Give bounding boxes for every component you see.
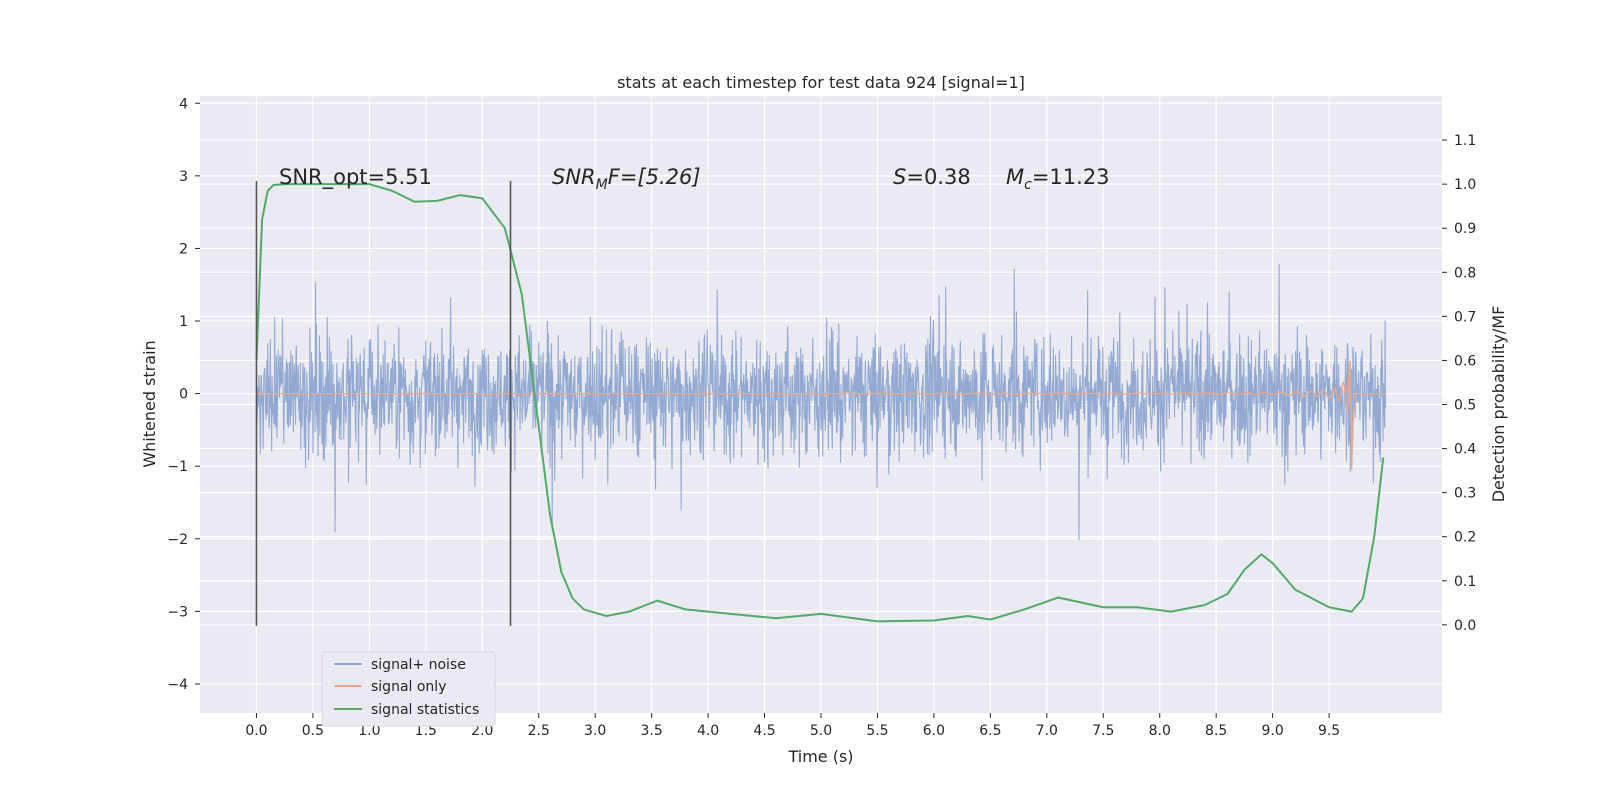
- x-tick-label: 3.0: [584, 723, 606, 739]
- x-tick-label: 7.0: [1036, 723, 1058, 739]
- y-tick-label: 4: [179, 96, 188, 112]
- snr-mf-sub: M: [596, 177, 608, 193]
- legend-label-noise: signal+ noise: [371, 657, 466, 673]
- x-tick-label: 6.0: [923, 723, 945, 739]
- x-axis-label: Time (s): [787, 747, 853, 766]
- y-right-tick-label: 0.6: [1454, 353, 1476, 369]
- x-tick-label: 2.0: [471, 723, 493, 739]
- y-tick-label: 1: [179, 314, 188, 330]
- y-right-tick-label: 0.8: [1454, 265, 1476, 281]
- y-tick-label: −3: [167, 604, 188, 620]
- y-tick-label: −1: [167, 459, 188, 475]
- noise-line: [255, 264, 1387, 541]
- y-ticks-right: 1.1 1.0 0.9 0.8 0.7 0.6 0.5 0.4 0.3 0.2 0.1 0.0: [1442, 133, 1476, 634]
- y-ticks: 4 3 2 1 0 −1 −2 −3 −4: [167, 96, 200, 693]
- y-tick-label: 3: [179, 169, 188, 185]
- vertical-markers: [255, 180, 512, 626]
- x-tick-label: 0.0: [245, 723, 267, 739]
- y-right-tick-label: 0.2: [1454, 530, 1476, 546]
- s-value: =0.38: [906, 165, 970, 189]
- snr-opt-annotation: SNR_opt=5.51: [279, 165, 432, 190]
- x-tick-label: 9.5: [1318, 723, 1340, 739]
- legend-box: [321, 651, 496, 727]
- y-right-tick-label: 0.3: [1454, 486, 1476, 502]
- y-right-tick-label: 0.9: [1454, 221, 1476, 237]
- snr-mf-annotation: SNRMF=[5.26]: [552, 165, 701, 193]
- mc-name: M: [1006, 165, 1024, 189]
- signal-series: [256, 360, 1386, 470]
- stats-line: [255, 183, 1385, 623]
- s-annotation: S=0.38: [893, 165, 971, 189]
- y-right-tick-label: 0.1: [1454, 574, 1476, 590]
- y-axis-label: Whitened strain: [140, 340, 159, 467]
- mc-sub: c: [1024, 177, 1032, 193]
- noise-series: [255, 264, 1387, 541]
- y-right-tick-label: 0.0: [1454, 618, 1476, 634]
- y-tick-label: −4: [167, 677, 188, 693]
- x-tick-label: 8.0: [1149, 723, 1171, 739]
- legend: signal+ noise signal only signal statist…: [321, 651, 496, 727]
- y-right-tick-label: 0.4: [1454, 442, 1476, 458]
- y-tick-label: 0: [179, 387, 188, 403]
- snr-mf-rest-text: F=[5.26]: [608, 165, 701, 189]
- s-name: S: [893, 165, 906, 189]
- x-tick-label: 4.5: [753, 723, 775, 739]
- snr-mf-rest: F=[5.26]: [608, 165, 701, 189]
- y-tick-label: −2: [167, 532, 188, 548]
- chart-title: stats at each timestep for test data 924…: [617, 73, 1025, 92]
- stats-series: [255, 183, 1385, 623]
- y-right-tick-label: 1.0: [1454, 177, 1476, 193]
- x-tick-label: 0.5: [302, 723, 324, 739]
- x-tick-label: 7.5: [1092, 723, 1114, 739]
- y-axis-label-right: Detection probability/MF: [1489, 306, 1508, 503]
- y-right-tick-label: 0.5: [1454, 398, 1476, 414]
- y-tick-label: 2: [179, 241, 188, 257]
- signal-line: [256, 360, 1386, 470]
- legend-label-signal: signal only: [371, 679, 446, 695]
- x-tick-label: 5.0: [810, 723, 832, 739]
- snr-mf-prefix: SNR: [552, 165, 596, 189]
- x-tick-label: 9.0: [1262, 723, 1284, 739]
- mc-annotation: Mc=11.23: [1006, 165, 1110, 193]
- y-right-tick-label: 0.7: [1454, 309, 1476, 325]
- x-tick-label: 6.5: [979, 723, 1001, 739]
- x-tick-label: 1.0: [358, 723, 380, 739]
- legend-label-stats: signal statistics: [371, 702, 479, 718]
- x-ticks: 0.0 0.5 1.0 1.5 2.0 2.5 3.0 3.5 4.0 4.5 5.0 5.5 6.0 6…: [245, 713, 1340, 739]
- x-tick-label: 1.5: [415, 723, 437, 739]
- x-tick-label: 2.5: [528, 723, 550, 739]
- x-tick-label: 3.5: [641, 723, 663, 739]
- x-tick-label: 8.5: [1205, 723, 1227, 739]
- mc-value: =11.23: [1032, 165, 1110, 189]
- y-right-tick-label: 1.1: [1454, 133, 1476, 149]
- x-tick-label: 4.0: [697, 723, 719, 739]
- x-tick-label: 5.5: [866, 723, 888, 739]
